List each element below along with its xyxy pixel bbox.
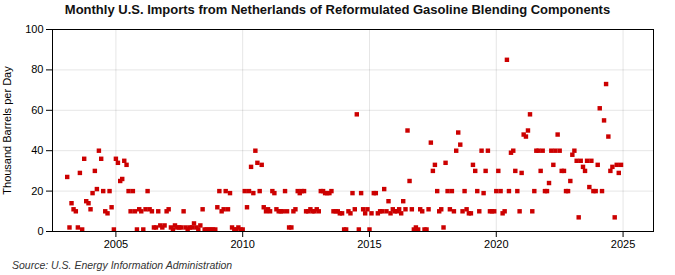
svg-text:2015: 2015 (357, 238, 381, 250)
svg-text:60: 60 (31, 104, 43, 116)
svg-text:2020: 2020 (484, 238, 508, 250)
svg-text:Thousand Barrels per Day: Thousand Barrels per Day (1, 66, 13, 195)
svg-text:2025: 2025 (611, 238, 635, 250)
svg-text:40: 40 (31, 144, 43, 156)
html-text:Monthly U.S. Imports from Neth: Monthly U.S. Imports from Netherlands of… (64, 2, 611, 17)
svg-text:100: 100 (25, 23, 43, 35)
html-text:Source: U.S. Energy Informatio: Source: U.S. Energy Information Administ… (12, 259, 233, 271)
svg-text:2005: 2005 (104, 238, 128, 250)
svg-text:2010: 2010 (230, 238, 254, 250)
svg-text:20: 20 (31, 185, 43, 197)
svg-text:80: 80 (31, 63, 43, 75)
svg-text:0: 0 (37, 225, 43, 237)
